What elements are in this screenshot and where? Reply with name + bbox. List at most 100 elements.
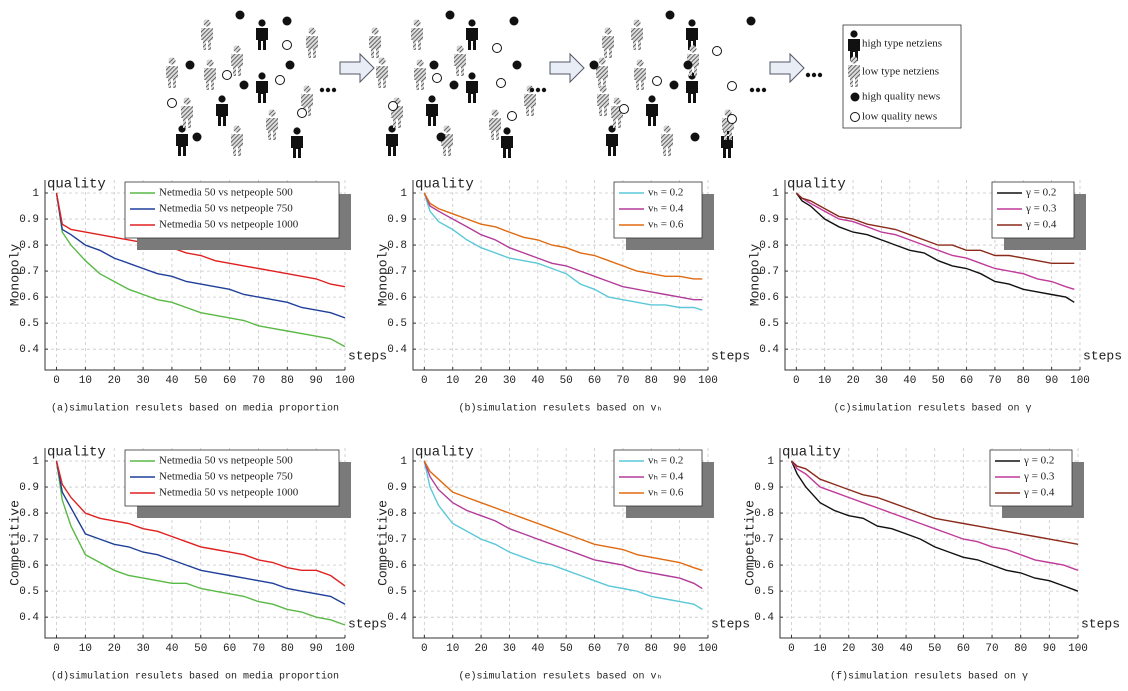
low-type-person [166, 57, 178, 88]
y-tick-label: 0.9 [759, 214, 779, 226]
low-type-person [231, 125, 243, 156]
x-tick-label: 0 [421, 643, 428, 655]
high-quality-news [690, 132, 700, 142]
y-tick-label: 0.6 [19, 292, 39, 304]
x-tick-label: 40 [165, 375, 178, 387]
x-tick-label: 80 [281, 375, 294, 387]
legend-box [124, 181, 340, 239]
x-tick-label: 50 [932, 375, 945, 387]
x-tick-label: 30 [875, 375, 888, 387]
x-tick-label: 60 [223, 643, 236, 655]
low-quality-news [297, 108, 307, 118]
low-type-person [204, 59, 216, 90]
legend-text: low quality news [862, 111, 937, 123]
legend-box [613, 181, 703, 239]
x-tick-label: 90 [673, 643, 686, 655]
x-tick-label: 80 [645, 643, 658, 655]
y-axis-top-label: quality [415, 445, 474, 461]
y-tick-label: 0.6 [387, 560, 407, 572]
y-tick-label: 1 [767, 456, 774, 468]
x-tick-label: 100 [698, 643, 718, 655]
high-quality-news [589, 60, 599, 70]
x-tick-label: 20 [846, 375, 859, 387]
y-axis-top-label: quality [782, 445, 841, 461]
y-tick-label: 0.8 [387, 240, 407, 252]
legend-icon [850, 112, 860, 122]
diagram-legend: high type netziens low type netziens hig… [842, 24, 962, 129]
low-quality-news [432, 73, 442, 83]
x-tick-label: 40 [165, 643, 178, 655]
y-axis-top-label: quality [787, 177, 846, 193]
y-tick-label: 0.9 [387, 214, 407, 226]
x-tick-label: 0 [793, 375, 800, 387]
y-axis-top-label: quality [47, 445, 106, 461]
y-tick-label: 0.9 [387, 482, 407, 494]
x-tick-label: 50 [560, 643, 573, 655]
y-axis-label: Competitive [7, 500, 22, 586]
x-tick-label: 10 [446, 375, 459, 387]
x-tick-label: 80 [1014, 643, 1027, 655]
x-tick-label: 70 [988, 375, 1001, 387]
ellipsis-dot [761, 87, 767, 93]
y-tick-label: 0.4 [754, 612, 774, 624]
high-quality-news [449, 80, 459, 90]
y-tick-label: 0.6 [759, 292, 779, 304]
caption: (e)simulation resulets based on vₕ [458, 671, 662, 683]
x-tick-label: 90 [673, 375, 686, 387]
x-axis-label: steps [711, 616, 750, 631]
high-type-person [216, 95, 228, 126]
caption: (c)simulation resulets based on γ [833, 403, 1031, 415]
axes [412, 180, 708, 371]
y-tick-label: 0.8 [19, 508, 39, 520]
low-quality-news [712, 46, 722, 56]
x-tick-label: 20 [108, 643, 121, 655]
x-tick-label: 60 [957, 643, 970, 655]
x-tick-label: 50 [194, 643, 207, 655]
ellipsis-dot [755, 87, 761, 93]
y-tick-label: 0.5 [387, 318, 407, 330]
legend-box [989, 449, 1073, 507]
legend-label: vₕ = 0.2 [648, 455, 683, 467]
x-tick-label: 70 [252, 375, 265, 387]
y-tick-label: 0.5 [759, 318, 779, 330]
y-tick-label: 0.4 [759, 344, 779, 356]
x-tick-label: 10 [446, 643, 459, 655]
high-quality-news [509, 16, 519, 26]
legend-label: vₕ = 0.4 [648, 471, 684, 483]
x-tick-label: 30 [503, 643, 516, 655]
axes [412, 448, 708, 639]
high-quality-news [436, 132, 446, 142]
y-tick-label: 0.8 [19, 240, 39, 252]
y-tick-label: 1 [32, 188, 39, 200]
high-type-person [501, 127, 513, 158]
line [790, 460, 1079, 571]
high-quality-news [665, 10, 675, 20]
legend-text: low type netziens [862, 66, 939, 78]
low-quality-news [167, 98, 177, 108]
legend-label: vₕ = 0.6 [648, 487, 684, 499]
y-tick-label: 0.8 [387, 508, 407, 520]
high-type-person [256, 19, 268, 50]
high-quality-news [239, 80, 249, 90]
x-tick-label: 80 [281, 643, 294, 655]
y-tick-label: 0.8 [759, 240, 779, 252]
low-type-person [231, 45, 243, 76]
legend-label: γ = 0.2 [1025, 187, 1056, 199]
legend-box [613, 449, 703, 507]
chart: 0.40.50.60.70.80.910 10 20 30 40 50 60 70 80 90 10… [7, 445, 387, 683]
x-tick-label: 60 [588, 643, 601, 655]
high-type-person [686, 19, 698, 50]
x-tick-label: 90 [310, 643, 323, 655]
x-tick-label: 40 [531, 375, 544, 387]
chart: 0.40.50.60.70.80.910 10 20 30 40 50 60 70 80 90 10… [747, 177, 1122, 415]
ellipsis-dot [541, 87, 547, 93]
line [55, 192, 346, 319]
x-tick-label: 20 [842, 643, 855, 655]
y-tick-label: 0.7 [759, 266, 779, 278]
legend-label: vₕ = 0.2 [648, 187, 683, 199]
high-quality-news [282, 16, 292, 26]
x-tick-label: 70 [252, 643, 265, 655]
x-tick-label: 30 [503, 375, 516, 387]
x-tick-label: 70 [616, 643, 629, 655]
